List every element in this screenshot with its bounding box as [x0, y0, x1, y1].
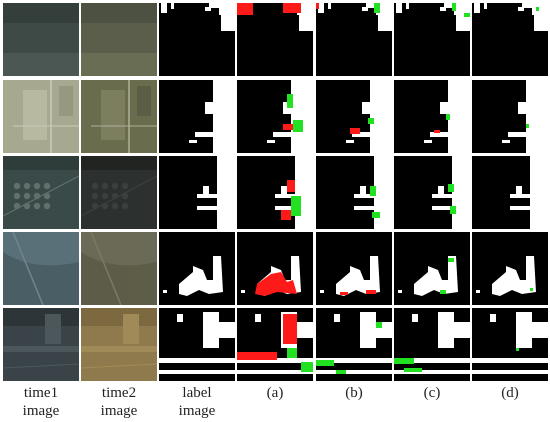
caption-time2: time2 image: [81, 384, 157, 420]
tile-b-row-4: [316, 232, 392, 305]
tile-a-row-5: [237, 308, 313, 381]
caption-time1: time1 image: [3, 384, 79, 420]
tile-b-row-2: [316, 80, 392, 153]
tile-d-row-3: [472, 156, 548, 229]
caption-a: (a): [237, 384, 313, 402]
tile-c-row-3: [394, 156, 470, 229]
tile-label-row-5: [159, 308, 235, 381]
caption-time1-line-2: image: [22, 403, 60, 419]
tile-label-row-1: [159, 3, 235, 76]
tile-b-row-1: [316, 3, 392, 76]
caption-label-line-2: image: [178, 403, 216, 419]
caption-b-line-1: (b): [345, 385, 363, 401]
caption-label: label image: [159, 384, 235, 420]
tile-a-row-4: [237, 232, 313, 305]
tile-d-row-2: [472, 80, 548, 153]
tile-d-row-1: [472, 3, 548, 76]
caption-time1-line-1: time1: [23, 385, 59, 401]
tile-label-row-4: [159, 232, 235, 305]
caption-c: (c): [394, 384, 470, 402]
figure-grid: [3, 3, 548, 381]
caption-label-line-1: label: [182, 385, 212, 401]
tile-a-row-3: [237, 156, 313, 229]
tile-a-row-2: [237, 80, 313, 153]
caption-d: (d): [472, 384, 548, 402]
tile-d-row-4: [472, 232, 548, 305]
caption-time2-line-1: time2: [101, 385, 137, 401]
tile-c-row-5: [394, 308, 470, 381]
tile-b-row-5: [316, 308, 392, 381]
tile-b-row-3: [316, 156, 392, 229]
tile-d-row-5: [472, 308, 548, 381]
tile-time2-row-4: [81, 232, 157, 305]
caption-time2-line-2: image: [100, 403, 138, 419]
tile-time2-row-1: [81, 3, 157, 76]
caption-b: (b): [316, 384, 392, 402]
tile-time2-row-2: [81, 80, 157, 153]
tile-c-row-2: [394, 80, 470, 153]
tile-a-row-1: [237, 3, 313, 76]
tile-label-row-3: [159, 156, 235, 229]
tile-label-row-2: [159, 80, 235, 153]
tile-time1-row-3: [3, 156, 79, 229]
caption-c-line-1: (c): [423, 385, 441, 401]
tile-time1-row-5: [3, 308, 79, 381]
tile-time2-row-3: [81, 156, 157, 229]
tile-c-row-4: [394, 232, 470, 305]
tile-time1-row-1: [3, 3, 79, 76]
tile-time1-row-4: [3, 232, 79, 305]
caption-d-line-1: (d): [501, 385, 519, 401]
tile-c-row-1: [394, 3, 470, 76]
caption-a-line-1: (a): [266, 385, 284, 401]
tile-time1-row-2: [3, 80, 79, 153]
tile-time2-row-5: [81, 308, 157, 381]
